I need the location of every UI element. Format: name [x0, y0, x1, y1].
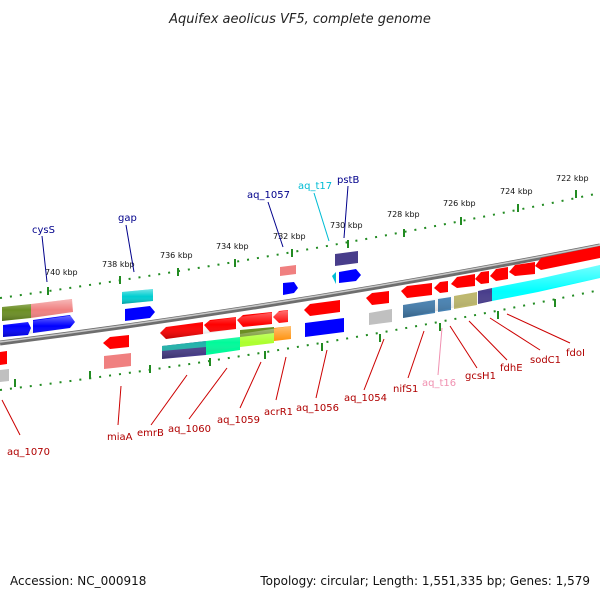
genome-backbone: [0, 243, 600, 346]
gene-label-nifs1[interactable]: nifS1: [393, 384, 418, 395]
topology-text: Topology: circular; Length: 1,551,335 bp…: [260, 574, 590, 588]
gene-label-fdhe[interactable]: fdhE: [500, 363, 523, 374]
gene-label-miaa[interactable]: miaA: [107, 432, 133, 443]
gene-label-pstb[interactable]: pstB: [337, 175, 359, 186]
tick-label: 732 kbp: [273, 232, 306, 241]
gene-feature[interactable]: [103, 335, 129, 349]
gene-feature[interactable]: [332, 272, 336, 284]
gene-feature[interactable]: [535, 246, 600, 270]
gene-feature[interactable]: [104, 353, 131, 369]
gene-label-gcsh1[interactable]: gcsH1: [465, 371, 496, 382]
gene-feature[interactable]: [305, 318, 344, 337]
gene-label-acrr1[interactable]: acrR1: [264, 407, 293, 418]
gene-feature[interactable]: [339, 269, 361, 283]
gene-label-aq-t16[interactable]: aq_t16: [422, 378, 456, 389]
gene-label-cyss[interactable]: cysS: [32, 225, 55, 236]
outer-tick-track: [0, 192, 600, 299]
gene-feature[interactable]: [434, 281, 448, 293]
gene-label-gap[interactable]: gap: [118, 213, 137, 224]
tick-label: 722 kbp: [556, 174, 589, 183]
gene-label-sodc1[interactable]: sodC1: [530, 355, 561, 366]
gene-feature[interactable]: [475, 271, 489, 284]
gene-feature[interactable]: [451, 274, 475, 288]
gene-feature[interactable]: [369, 309, 392, 325]
gene-feature[interactable]: [509, 262, 535, 276]
gene-feature[interactable]: [335, 251, 358, 266]
gene-label-aq-1054[interactable]: aq_1054: [344, 393, 387, 404]
gene-feature[interactable]: [0, 369, 9, 382]
gene-label-aq-1060[interactable]: aq_1060: [168, 424, 211, 435]
gene-feature[interactable]: [401, 283, 432, 298]
tick-label: 734 kbp: [216, 242, 249, 251]
gene-feature[interactable]: [366, 291, 389, 305]
gene-label-emrb[interactable]: emrB: [137, 428, 164, 439]
gene-label-aq-1057[interactable]: aq_1057: [247, 190, 290, 201]
tick-label: 740 kbp: [45, 268, 78, 277]
accession-text: Accession: NC_000918: [10, 574, 147, 588]
tick-label: 726 kbp: [443, 199, 476, 208]
tick-label: 736 kbp: [160, 251, 193, 260]
tick-label: 730 kbp: [330, 221, 363, 230]
gene-feature[interactable]: [280, 265, 296, 276]
map-title: Aquifex aeolicus VF5, complete genome: [168, 12, 431, 27]
tick-label: 724 kbp: [500, 187, 533, 196]
gene-label-aq-1059[interactable]: aq_1059: [217, 415, 260, 426]
gene-label-aq-1070[interactable]: aq_1070: [7, 447, 50, 458]
gene-label-aq-t17[interactable]: aq_t17: [298, 181, 332, 192]
tick-label: 728 kbp: [387, 210, 420, 219]
gene-feature[interactable]: [490, 267, 508, 281]
gene-feature[interactable]: [125, 306, 155, 321]
gene-label-fdoi[interactable]: fdoI: [566, 348, 585, 359]
gene-feature[interactable]: [0, 351, 7, 365]
gene-label-aq-1056[interactable]: aq_1056: [296, 403, 339, 414]
gene-feature[interactable]: [304, 300, 340, 316]
gene-feature[interactable]: [283, 282, 298, 295]
tick-label: 738 kbp: [102, 260, 135, 269]
